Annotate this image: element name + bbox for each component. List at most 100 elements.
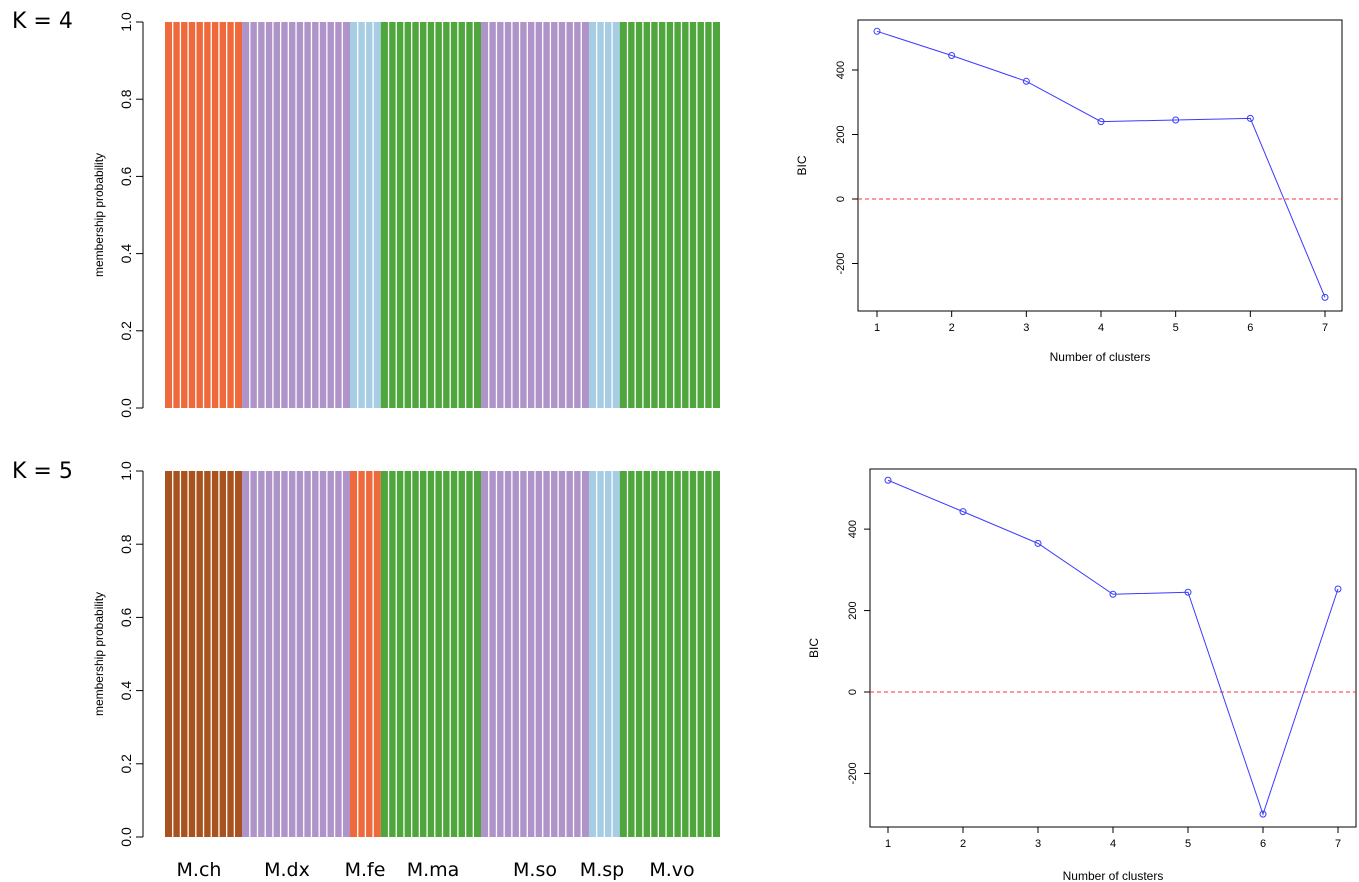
bic-chart-k4: 1 2 3 4 5 6 7 -200 0 200 400 Number of clusters BIC xyxy=(795,19,1343,364)
bic-point xyxy=(1172,116,1180,124)
membership-bar xyxy=(496,471,503,837)
membership-bar xyxy=(596,22,604,408)
y-tick-label: 1.0 xyxy=(118,461,134,481)
membership-bar xyxy=(550,22,557,408)
membership-bar xyxy=(319,22,326,408)
membership-bar xyxy=(427,471,434,837)
membership-bar xyxy=(481,22,488,408)
membership-bar xyxy=(280,471,288,837)
membership-bar xyxy=(388,471,395,837)
panel-label-k5: K = 5 xyxy=(12,459,73,484)
y-tick-label: 0.2 xyxy=(118,321,134,341)
membership-bar xyxy=(689,471,696,837)
membership-bar xyxy=(666,471,673,837)
membership-bar xyxy=(450,22,457,408)
membership-bar xyxy=(589,471,596,837)
population-label: M.dx xyxy=(264,859,310,881)
x-tick-label: 1 xyxy=(874,322,880,334)
x-tick-label: 1 xyxy=(885,838,891,850)
bic-point xyxy=(1184,588,1192,596)
membership-bar xyxy=(396,471,403,837)
membership-bar xyxy=(566,471,573,837)
population-label: M.ma xyxy=(407,859,460,881)
plot-frame xyxy=(869,468,1357,828)
membership-bar xyxy=(381,471,388,837)
membership-bar xyxy=(419,471,426,837)
y-tick-label: 0.6 xyxy=(118,607,134,627)
membership-bar xyxy=(620,22,627,408)
membership-bar xyxy=(196,22,203,408)
membership-bar xyxy=(689,22,696,408)
membership-bar xyxy=(697,22,704,408)
membership-bar xyxy=(658,22,665,408)
membership-bar xyxy=(712,471,719,837)
membership-bar xyxy=(180,471,187,837)
membership-bar xyxy=(234,22,241,408)
membership-bar xyxy=(512,471,519,837)
membership-bar xyxy=(535,22,542,408)
membership-bar xyxy=(450,471,457,837)
membership-bar xyxy=(296,471,303,837)
membership-bar xyxy=(427,22,434,408)
membership-bar xyxy=(496,22,503,408)
membership-bar xyxy=(465,471,473,837)
membership-bar xyxy=(635,471,642,837)
membership-bar xyxy=(304,22,311,408)
membership-bar xyxy=(273,471,280,837)
bic-point xyxy=(1097,118,1105,126)
bic-point xyxy=(873,27,881,35)
membership-bar xyxy=(411,471,419,837)
membership-bar xyxy=(296,22,303,408)
membership-bar xyxy=(188,22,195,408)
membership-bar xyxy=(697,471,704,837)
y-axis-title: BIC xyxy=(795,155,809,175)
plot-frame xyxy=(857,19,1343,312)
membership-bar xyxy=(173,471,180,837)
membership-bar xyxy=(604,22,611,408)
membership-bar xyxy=(627,22,634,408)
bic-point xyxy=(884,476,892,484)
membership-bar xyxy=(604,471,611,837)
membership-bar xyxy=(334,22,341,408)
membership-bar xyxy=(381,22,388,408)
membership-bar xyxy=(257,22,264,408)
membership-bar xyxy=(388,22,395,408)
membership-bar xyxy=(512,22,519,408)
x-tick-label: 5 xyxy=(1173,322,1179,334)
membership-bar xyxy=(596,471,604,837)
membership-bar xyxy=(442,471,449,837)
membership-bar xyxy=(527,22,534,408)
membership-bar xyxy=(643,22,650,408)
y-tick-label: 0.2 xyxy=(118,754,134,774)
membership-bar xyxy=(365,471,372,837)
membership-bar xyxy=(666,22,673,408)
x-tick-label: 2 xyxy=(960,838,966,850)
y-tick-label: 0.8 xyxy=(118,534,134,554)
membership-bar xyxy=(674,471,681,837)
x-tick-label: 4 xyxy=(1098,322,1104,334)
membership-bar xyxy=(188,471,195,837)
membership-bar xyxy=(627,471,634,837)
bic-point xyxy=(948,51,956,59)
x-tick-label: 6 xyxy=(1247,322,1253,334)
membership-bar xyxy=(334,471,341,837)
membership-bar xyxy=(342,22,349,408)
membership-bar xyxy=(358,22,365,408)
y-axis-title: membership probability xyxy=(92,153,106,277)
x-tick-label: 7 xyxy=(1322,322,1328,334)
membership-bar xyxy=(404,471,411,837)
membership-bar xyxy=(396,22,403,408)
membership-bar xyxy=(419,22,426,408)
membership-bar xyxy=(589,22,596,408)
membership-bar xyxy=(242,471,249,837)
membership-bar xyxy=(650,471,658,837)
membership-bar xyxy=(674,22,681,408)
membership-bar xyxy=(311,471,318,837)
membership-bar xyxy=(519,22,526,408)
x-tick-label: 6 xyxy=(1260,838,1266,850)
membership-bar xyxy=(219,471,226,837)
membership-bar xyxy=(435,22,442,408)
membership-bar xyxy=(373,22,380,408)
membership-bar xyxy=(458,471,465,837)
